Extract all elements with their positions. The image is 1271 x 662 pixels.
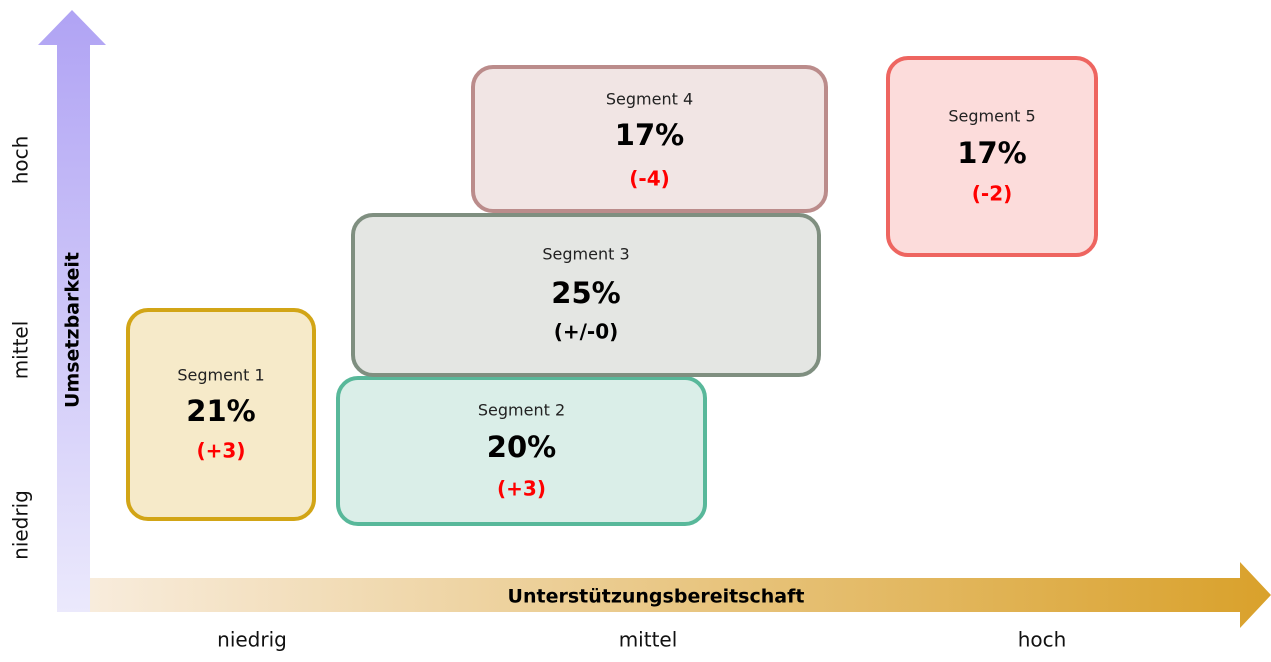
- x-level: niedrig: [217, 628, 287, 652]
- segment-box: [336, 376, 707, 526]
- segment-name: Segment 4: [606, 90, 693, 109]
- segment-box: [471, 65, 828, 213]
- y-axis-title: Umsetzbarkeit: [62, 252, 84, 408]
- segment-name: Segment 1: [177, 366, 264, 385]
- x-level: mittel: [619, 628, 678, 652]
- segment-change: (-2): [972, 182, 1013, 206]
- segment-name: Segment 5: [948, 107, 1035, 126]
- segment-share: 20%: [487, 430, 556, 464]
- y-level: mittel: [9, 321, 33, 380]
- x-axis-title: Unterstützungsbereitschaft: [508, 586, 805, 608]
- segment-box: [351, 213, 821, 377]
- segment-change: (+3): [497, 477, 546, 501]
- segment-name: Segment 3: [542, 245, 629, 264]
- segment-share: 17%: [615, 118, 684, 152]
- segment-name: Segment 2: [478, 401, 565, 420]
- segment-change: (+/-0): [554, 320, 619, 344]
- segment-share: 17%: [957, 136, 1026, 170]
- y-level: hoch: [9, 136, 33, 185]
- segment-share: 25%: [551, 276, 620, 310]
- x-level: hoch: [1018, 628, 1067, 652]
- segment-change: (+3): [197, 439, 246, 463]
- y-axis-arrow: [38, 10, 106, 612]
- x-axis-arrow: [90, 562, 1271, 628]
- segment-box: [126, 308, 316, 521]
- segment-box: [886, 56, 1098, 257]
- segment-share: 21%: [186, 394, 255, 428]
- segment-change: (-4): [629, 167, 670, 191]
- y-level: niedrig: [9, 490, 33, 560]
